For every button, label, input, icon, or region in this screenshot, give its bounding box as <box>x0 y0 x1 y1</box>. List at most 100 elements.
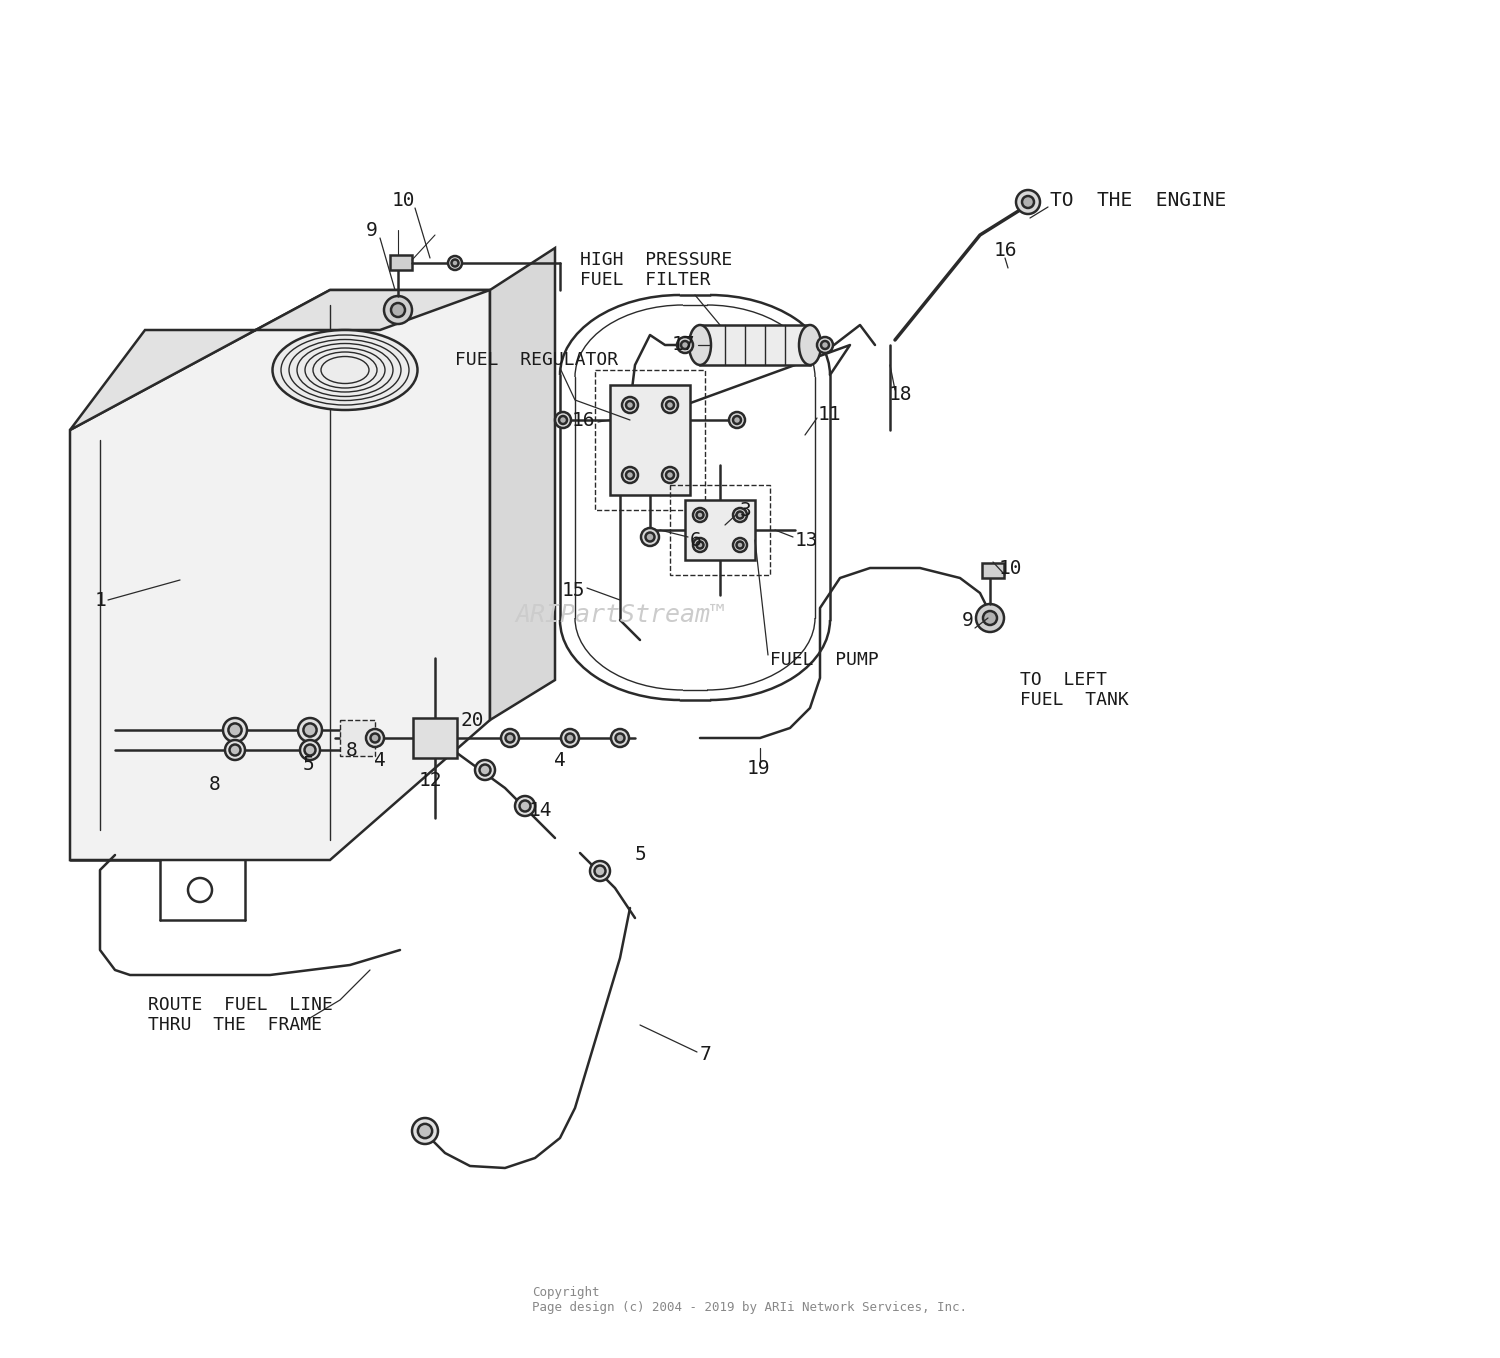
Circle shape <box>626 471 634 479</box>
Bar <box>390 255 412 270</box>
Bar <box>982 564 1004 579</box>
Text: 10: 10 <box>999 558 1022 577</box>
Circle shape <box>506 733 515 743</box>
Circle shape <box>734 538 747 551</box>
Circle shape <box>413 1118 438 1143</box>
Circle shape <box>298 718 322 741</box>
Bar <box>413 718 458 758</box>
Circle shape <box>304 744 315 755</box>
Polygon shape <box>70 291 491 430</box>
Circle shape <box>1022 196 1034 208</box>
Circle shape <box>696 512 703 519</box>
Text: ROUTE  FUEL  LINE
THRU  THE  FRAME: ROUTE FUEL LINE THRU THE FRAME <box>148 995 333 1035</box>
Polygon shape <box>490 249 555 720</box>
Circle shape <box>452 259 459 266</box>
Ellipse shape <box>688 325 711 365</box>
Circle shape <box>555 411 572 428</box>
Text: 6: 6 <box>690 531 702 550</box>
Ellipse shape <box>273 330 417 410</box>
Circle shape <box>384 296 412 325</box>
Circle shape <box>734 508 747 521</box>
Circle shape <box>662 467 678 483</box>
Text: HIGH  PRESSURE
FUEL  FILTER: HIGH PRESSURE FUEL FILTER <box>580 251 732 289</box>
Circle shape <box>662 397 678 413</box>
Text: 3: 3 <box>740 501 752 520</box>
Circle shape <box>230 744 240 755</box>
Text: 15: 15 <box>561 580 585 599</box>
Circle shape <box>300 740 320 760</box>
Circle shape <box>519 800 531 812</box>
Circle shape <box>224 718 248 741</box>
Circle shape <box>225 740 245 760</box>
Text: 12: 12 <box>419 770 441 789</box>
Text: 4: 4 <box>554 751 566 770</box>
Circle shape <box>480 765 490 775</box>
Circle shape <box>392 303 405 316</box>
Circle shape <box>696 542 703 549</box>
Text: 16: 16 <box>993 240 1017 259</box>
Text: 10: 10 <box>392 190 414 209</box>
Circle shape <box>693 538 706 551</box>
Circle shape <box>821 341 830 349</box>
Text: 14: 14 <box>528 800 552 819</box>
Text: TO  LEFT
FUEL  TANK: TO LEFT FUEL TANK <box>1020 671 1128 709</box>
Text: 9: 9 <box>962 611 974 630</box>
Text: FUEL  PUMP: FUEL PUMP <box>770 650 879 669</box>
Circle shape <box>666 401 674 409</box>
Text: 16: 16 <box>572 410 596 429</box>
Circle shape <box>370 733 380 743</box>
Circle shape <box>476 760 495 779</box>
Circle shape <box>590 861 610 881</box>
Text: 5: 5 <box>302 755 313 774</box>
Circle shape <box>736 512 744 519</box>
Circle shape <box>615 733 624 743</box>
Text: 8: 8 <box>209 775 220 794</box>
Bar <box>670 485 770 574</box>
Bar <box>700 325 810 365</box>
Circle shape <box>560 416 567 424</box>
Ellipse shape <box>800 325 820 365</box>
Text: 13: 13 <box>795 531 819 550</box>
Text: 5: 5 <box>634 846 646 865</box>
Text: 1: 1 <box>94 591 106 610</box>
Circle shape <box>734 416 741 424</box>
Bar <box>596 369 705 511</box>
Circle shape <box>610 729 628 747</box>
Circle shape <box>1016 190 1040 215</box>
Polygon shape <box>70 291 491 860</box>
Circle shape <box>626 401 634 409</box>
Circle shape <box>736 542 744 549</box>
Text: TO  THE  ENGINE: TO THE ENGINE <box>1050 190 1227 209</box>
Text: ARIPartStream™: ARIPartStream™ <box>514 603 724 627</box>
Text: 9: 9 <box>366 220 378 239</box>
Text: 7: 7 <box>700 1046 711 1065</box>
Text: Copyright
Page design (c) 2004 - 2019 by ARIi Network Services, Inc.: Copyright Page design (c) 2004 - 2019 by… <box>532 1286 968 1315</box>
Circle shape <box>561 729 579 747</box>
Circle shape <box>228 724 242 736</box>
Circle shape <box>645 532 654 542</box>
Circle shape <box>419 1124 432 1138</box>
Circle shape <box>188 879 211 902</box>
Bar <box>686 500 754 559</box>
Text: 8: 8 <box>346 740 358 759</box>
Bar <box>610 386 690 496</box>
Text: FUEL  REGULATOR: FUEL REGULATOR <box>454 350 618 369</box>
Circle shape <box>982 611 998 625</box>
Text: 11: 11 <box>818 406 842 425</box>
Circle shape <box>594 865 606 876</box>
Text: 18: 18 <box>888 386 912 405</box>
Text: 17: 17 <box>672 335 694 354</box>
Circle shape <box>514 796 535 816</box>
Circle shape <box>818 337 833 353</box>
Circle shape <box>566 733 574 743</box>
Circle shape <box>640 528 658 546</box>
Circle shape <box>501 729 519 747</box>
Text: 4: 4 <box>374 751 386 770</box>
Text: 19: 19 <box>747 759 770 778</box>
Circle shape <box>681 341 688 349</box>
Circle shape <box>676 337 693 353</box>
Circle shape <box>622 467 638 483</box>
Circle shape <box>666 471 674 479</box>
Circle shape <box>366 729 384 747</box>
Circle shape <box>622 397 638 413</box>
